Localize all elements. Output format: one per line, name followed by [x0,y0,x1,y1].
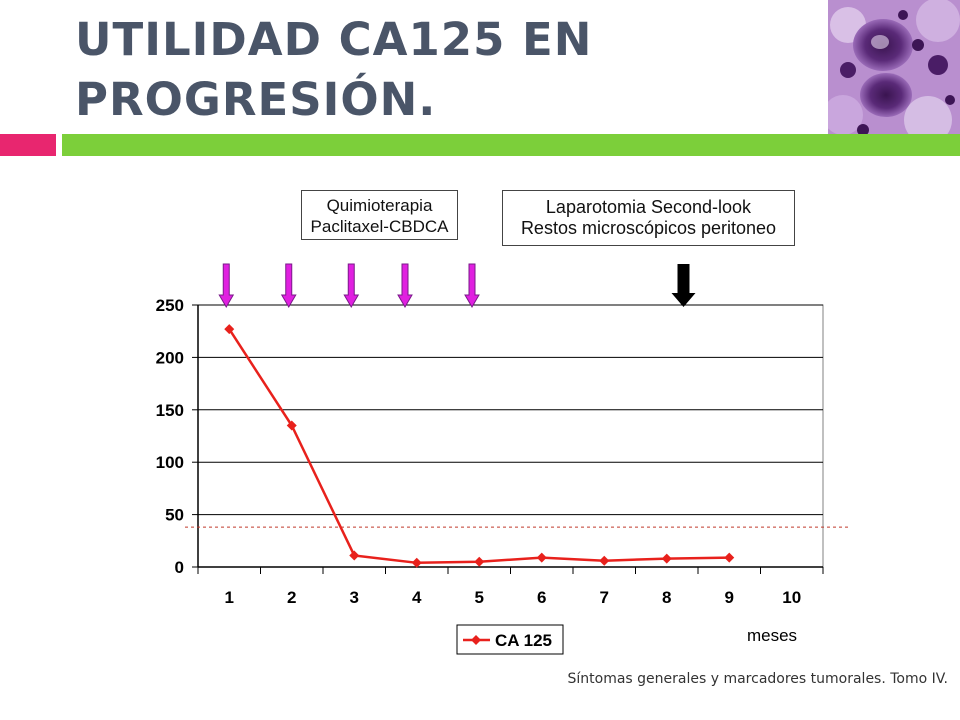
y-tick-label: 50 [165,506,184,525]
x-tick-label: 4 [412,588,422,607]
plot-area [197,304,824,568]
x-tick-label: 9 [725,588,734,607]
laparotomy-arrow [671,264,696,307]
data-point [661,553,672,564]
y-tick-label: 250 [156,296,184,315]
data-point [411,557,422,568]
pink-accent-bar [0,134,56,156]
title-line-2: PROGRESIÓN. [75,73,437,126]
data-point [599,555,610,566]
chemotherapy-arrow [218,263,235,308]
x-tick-label: 3 [350,588,359,607]
chemotherapy-label-box: Quimioterapia Paclitaxel-CBDCA [301,190,458,240]
source-footer: Síntomas generales y marcadores tumorale… [567,671,948,687]
data-point [286,420,297,431]
chemotherapy-arrow [280,263,297,308]
histology-image [828,0,960,140]
slide-title: UTILIDAD CA125 EN PROGRESIÓN. [75,10,815,130]
data-point [349,550,360,561]
y-tick-label: 150 [156,401,184,420]
chemotherapy-arrow [343,263,360,308]
legend-label: CA 125 [495,631,552,650]
x-tick-label: 8 [662,588,671,607]
x-tick-label: 7 [600,588,609,607]
y-tick-label: 200 [156,348,184,367]
laparotomy-label-box: Laparotomia Second-look Restos microscóp… [502,190,795,246]
data-point [536,552,547,563]
data-point [474,556,485,567]
laparotomy-label-line-2: Restos microscópicos peritoneo [520,218,777,238]
data-point [224,324,235,335]
green-accent-bar [62,134,960,156]
laparotomy-label-line-1: Laparotomia Second-look [545,197,752,217]
legend-swatch-marker [471,635,481,645]
x-tick-label: 10 [782,588,801,607]
x-tick-label: 1 [225,588,234,607]
x-tick-label: 6 [537,588,546,607]
chemotherapy-label-line-2: Paclitaxel-CBDCA [310,217,449,236]
chemotherapy-arrow [464,263,480,308]
x-axis-label: meses [747,626,797,645]
chemotherapy-label-line-1: Quimioterapia [326,196,433,215]
chemotherapy-arrow [397,263,413,308]
y-tick-label: 100 [156,453,184,472]
title-line-1: UTILIDAD CA125 EN [75,13,593,66]
data-point [724,552,735,563]
x-tick-label: 5 [475,588,484,607]
x-tick-label: 2 [287,588,296,607]
y-tick-label: 0 [175,558,184,577]
